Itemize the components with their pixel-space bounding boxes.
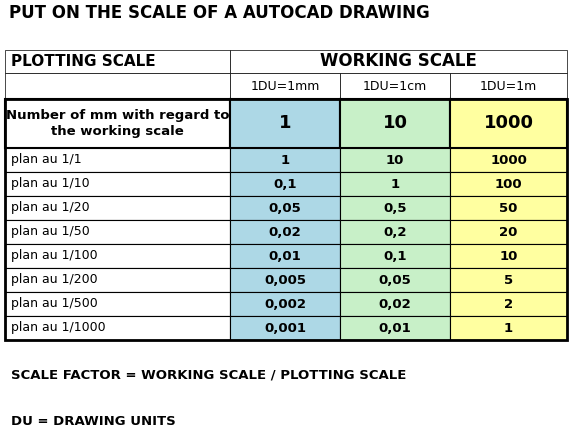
Bar <box>450 292 567 316</box>
Bar <box>450 244 567 268</box>
Text: 0,01: 0,01 <box>379 321 411 335</box>
Text: 0,005: 0,005 <box>264 274 306 287</box>
Bar <box>5 172 230 196</box>
Text: plan au 1/500: plan au 1/500 <box>11 297 98 310</box>
Text: plan au 1/10: plan au 1/10 <box>11 178 90 191</box>
Text: 1: 1 <box>280 154 289 167</box>
Bar <box>450 148 567 172</box>
Text: 0,01: 0,01 <box>269 249 301 262</box>
Text: 1DU=1cm: 1DU=1cm <box>363 80 427 93</box>
Bar <box>450 73 567 99</box>
Bar <box>340 196 450 220</box>
Bar <box>230 268 340 292</box>
Text: 10: 10 <box>386 154 404 167</box>
Text: SCALE FACTOR = WORKING SCALE / PLOTTING SCALE: SCALE FACTOR = WORKING SCALE / PLOTTING … <box>11 369 406 382</box>
Text: 100: 100 <box>495 178 522 191</box>
Text: Number of mm with regard to
the working scale: Number of mm with regard to the working … <box>6 110 229 138</box>
Text: 0,001: 0,001 <box>264 321 306 335</box>
Bar <box>5 148 230 172</box>
Text: 20: 20 <box>499 226 518 239</box>
Bar <box>5 50 230 73</box>
Bar <box>5 0 567 27</box>
Bar <box>5 220 230 244</box>
Text: 1000: 1000 <box>490 154 527 167</box>
Text: 0,02: 0,02 <box>379 297 411 310</box>
Bar <box>5 316 230 340</box>
Bar <box>5 73 230 99</box>
Text: 50: 50 <box>499 201 518 214</box>
Text: plan au 1/1: plan au 1/1 <box>11 154 82 167</box>
Bar <box>230 220 340 244</box>
Bar <box>450 99 567 148</box>
Text: WORKING SCALE: WORKING SCALE <box>320 52 477 71</box>
Bar <box>230 292 340 316</box>
Bar <box>5 292 230 316</box>
Bar <box>340 172 450 196</box>
Text: plan au 1/100: plan au 1/100 <box>11 249 98 262</box>
Text: PUT ON THE SCALE OF A AUTOCAD DRAWING: PUT ON THE SCALE OF A AUTOCAD DRAWING <box>9 4 430 23</box>
Text: 0,02: 0,02 <box>269 226 301 239</box>
Bar <box>230 244 340 268</box>
Bar <box>230 196 340 220</box>
Bar <box>340 73 450 99</box>
Bar <box>450 196 567 220</box>
Bar <box>230 50 567 73</box>
Text: plan au 1/200: plan au 1/200 <box>11 274 98 287</box>
Text: 0,1: 0,1 <box>273 178 297 191</box>
Text: 0,05: 0,05 <box>269 201 301 214</box>
Bar <box>5 99 230 148</box>
Bar <box>230 172 340 196</box>
Bar <box>340 244 450 268</box>
Bar <box>230 99 340 148</box>
Text: 1: 1 <box>279 114 291 132</box>
Bar <box>450 220 567 244</box>
Text: 0,1: 0,1 <box>383 249 407 262</box>
Text: 1: 1 <box>391 178 400 191</box>
Text: 10: 10 <box>499 249 518 262</box>
Bar <box>340 292 450 316</box>
Bar <box>450 268 567 292</box>
Text: 0,002: 0,002 <box>264 297 306 310</box>
Bar <box>340 148 450 172</box>
Bar <box>5 244 230 268</box>
Bar <box>450 316 567 340</box>
Text: 0,5: 0,5 <box>383 201 407 214</box>
Text: plan au 1/50: plan au 1/50 <box>11 226 90 239</box>
Text: PLOTTING SCALE: PLOTTING SCALE <box>11 54 156 69</box>
Bar <box>5 196 230 220</box>
Text: 1DU=1mm: 1DU=1mm <box>251 80 320 93</box>
Bar <box>5 268 230 292</box>
Text: 2: 2 <box>504 297 513 310</box>
Bar <box>230 73 340 99</box>
Bar <box>340 268 450 292</box>
Bar <box>340 316 450 340</box>
Text: 10: 10 <box>383 114 407 132</box>
Text: plan au 1/1000: plan au 1/1000 <box>11 321 106 335</box>
Text: 5: 5 <box>504 274 513 287</box>
Bar <box>450 172 567 196</box>
Bar <box>230 316 340 340</box>
Text: DU = DRAWING UNITS: DU = DRAWING UNITS <box>11 415 176 428</box>
Text: 1DU=1m: 1DU=1m <box>480 80 537 93</box>
Bar <box>5 99 567 340</box>
Bar <box>340 220 450 244</box>
Text: 0,05: 0,05 <box>379 274 411 287</box>
Text: 0,2: 0,2 <box>383 226 407 239</box>
Bar <box>230 148 340 172</box>
Text: 1000: 1000 <box>483 114 534 132</box>
Text: plan au 1/20: plan au 1/20 <box>11 201 90 214</box>
Bar <box>340 99 450 148</box>
Text: 1: 1 <box>504 321 513 335</box>
